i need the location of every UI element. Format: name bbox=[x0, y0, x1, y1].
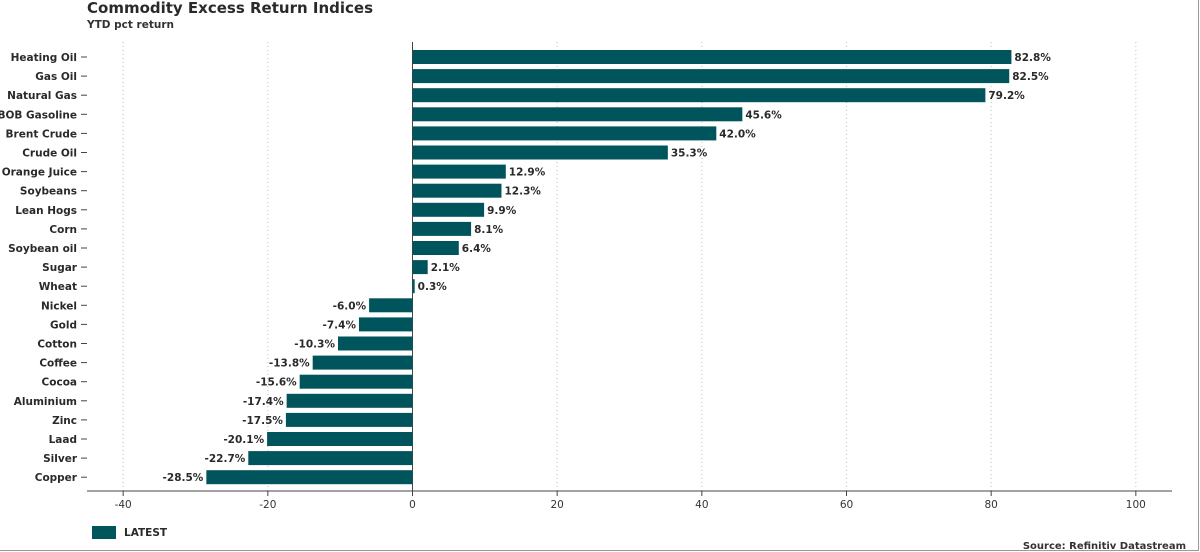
data-label: 82.8% bbox=[1014, 52, 1051, 64]
data-label: -7.4% bbox=[322, 319, 356, 331]
data-label: 35.3% bbox=[671, 148, 708, 160]
category-label: RBOB Gasoline bbox=[0, 109, 77, 121]
bar bbox=[206, 470, 413, 485]
bar bbox=[412, 126, 717, 141]
legend: LATEST bbox=[92, 526, 167, 539]
data-label: -28.5% bbox=[163, 472, 204, 484]
legend-swatch bbox=[92, 526, 116, 539]
category-label: Aluminium bbox=[14, 396, 77, 408]
category-label: Lean Hogs bbox=[15, 205, 77, 217]
data-label: -15.6% bbox=[256, 377, 297, 389]
bar bbox=[412, 241, 459, 255]
data-label: -22.7% bbox=[205, 453, 246, 465]
category-label: Gold bbox=[50, 319, 77, 331]
category-label: Silver bbox=[43, 453, 78, 465]
category-label: Gas Oil bbox=[35, 71, 77, 83]
bar bbox=[412, 279, 415, 294]
bar bbox=[286, 393, 413, 408]
category-label: Heating Oil bbox=[11, 52, 77, 64]
data-label: -6.0% bbox=[333, 300, 367, 312]
category-label: Copper bbox=[35, 472, 78, 484]
data-label: -10.3% bbox=[294, 339, 335, 351]
category-label: Brent Crude bbox=[6, 128, 77, 140]
bar bbox=[337, 336, 413, 351]
bar bbox=[358, 317, 413, 332]
bar bbox=[248, 451, 413, 466]
data-label: -13.8% bbox=[269, 358, 310, 370]
legend-label: LATEST bbox=[124, 526, 168, 539]
x-tick-label: 80 bbox=[984, 499, 997, 511]
category-label: Coffee bbox=[39, 358, 77, 370]
category-label: Natural Gas bbox=[7, 90, 77, 102]
data-label: 82.5% bbox=[1012, 71, 1049, 83]
x-tick-label: 100 bbox=[1126, 499, 1146, 511]
data-label: 2.1% bbox=[431, 262, 461, 274]
category-label: Soybean oil bbox=[8, 243, 77, 255]
bar bbox=[412, 202, 485, 217]
bar bbox=[412, 221, 472, 236]
data-label: 12.9% bbox=[509, 167, 546, 179]
x-tick-label: 40 bbox=[695, 499, 708, 511]
category-label: Zinc bbox=[52, 415, 77, 427]
bar bbox=[267, 432, 413, 446]
bar bbox=[312, 355, 413, 370]
x-tick-label: 60 bbox=[840, 499, 853, 511]
bar bbox=[412, 183, 502, 198]
bar bbox=[412, 69, 1010, 84]
category-label: Corn bbox=[49, 224, 77, 236]
bar bbox=[412, 88, 986, 103]
category-label: Cocoa bbox=[42, 377, 77, 389]
data-label: 9.9% bbox=[487, 205, 517, 217]
bar bbox=[299, 374, 413, 389]
bar bbox=[285, 412, 413, 427]
bar bbox=[412, 145, 668, 160]
x-tick-label: 0 bbox=[409, 499, 416, 511]
bar bbox=[369, 298, 413, 313]
bar bbox=[412, 164, 506, 179]
category-label: Crude Oil bbox=[22, 148, 77, 160]
bar bbox=[412, 260, 428, 275]
bar bbox=[412, 50, 1012, 64]
data-label: 79.2% bbox=[988, 90, 1025, 102]
data-label: 12.3% bbox=[504, 186, 541, 198]
data-label: -17.4% bbox=[243, 396, 284, 408]
category-label: Nickel bbox=[41, 300, 77, 312]
category-label: Orange Juice bbox=[2, 167, 77, 179]
data-label: -20.1% bbox=[223, 434, 264, 446]
data-label: 6.4% bbox=[462, 243, 492, 255]
x-tick-label: -20 bbox=[259, 499, 276, 511]
category-label: Cotton bbox=[37, 339, 77, 351]
data-label: 42.0% bbox=[719, 128, 756, 140]
category-label: Wheat bbox=[39, 281, 77, 293]
x-tick-label: 20 bbox=[550, 499, 563, 511]
category-label: Sugar bbox=[42, 262, 78, 274]
data-label: -17.5% bbox=[242, 415, 283, 427]
chart-subtitle: YTD pct return bbox=[87, 19, 174, 31]
data-label: 8.1% bbox=[474, 224, 504, 236]
source-note: Source: Refinitiv Datastream bbox=[1022, 541, 1186, 552]
chart-title: Commodity Excess Return Indices bbox=[87, 0, 373, 17]
bar bbox=[412, 107, 743, 122]
data-label: 0.3% bbox=[418, 281, 448, 293]
category-label: Soybeans bbox=[20, 186, 77, 198]
data-label: 45.6% bbox=[745, 109, 782, 121]
x-tick-label: -40 bbox=[115, 499, 132, 511]
category-label: Laad bbox=[49, 434, 77, 446]
